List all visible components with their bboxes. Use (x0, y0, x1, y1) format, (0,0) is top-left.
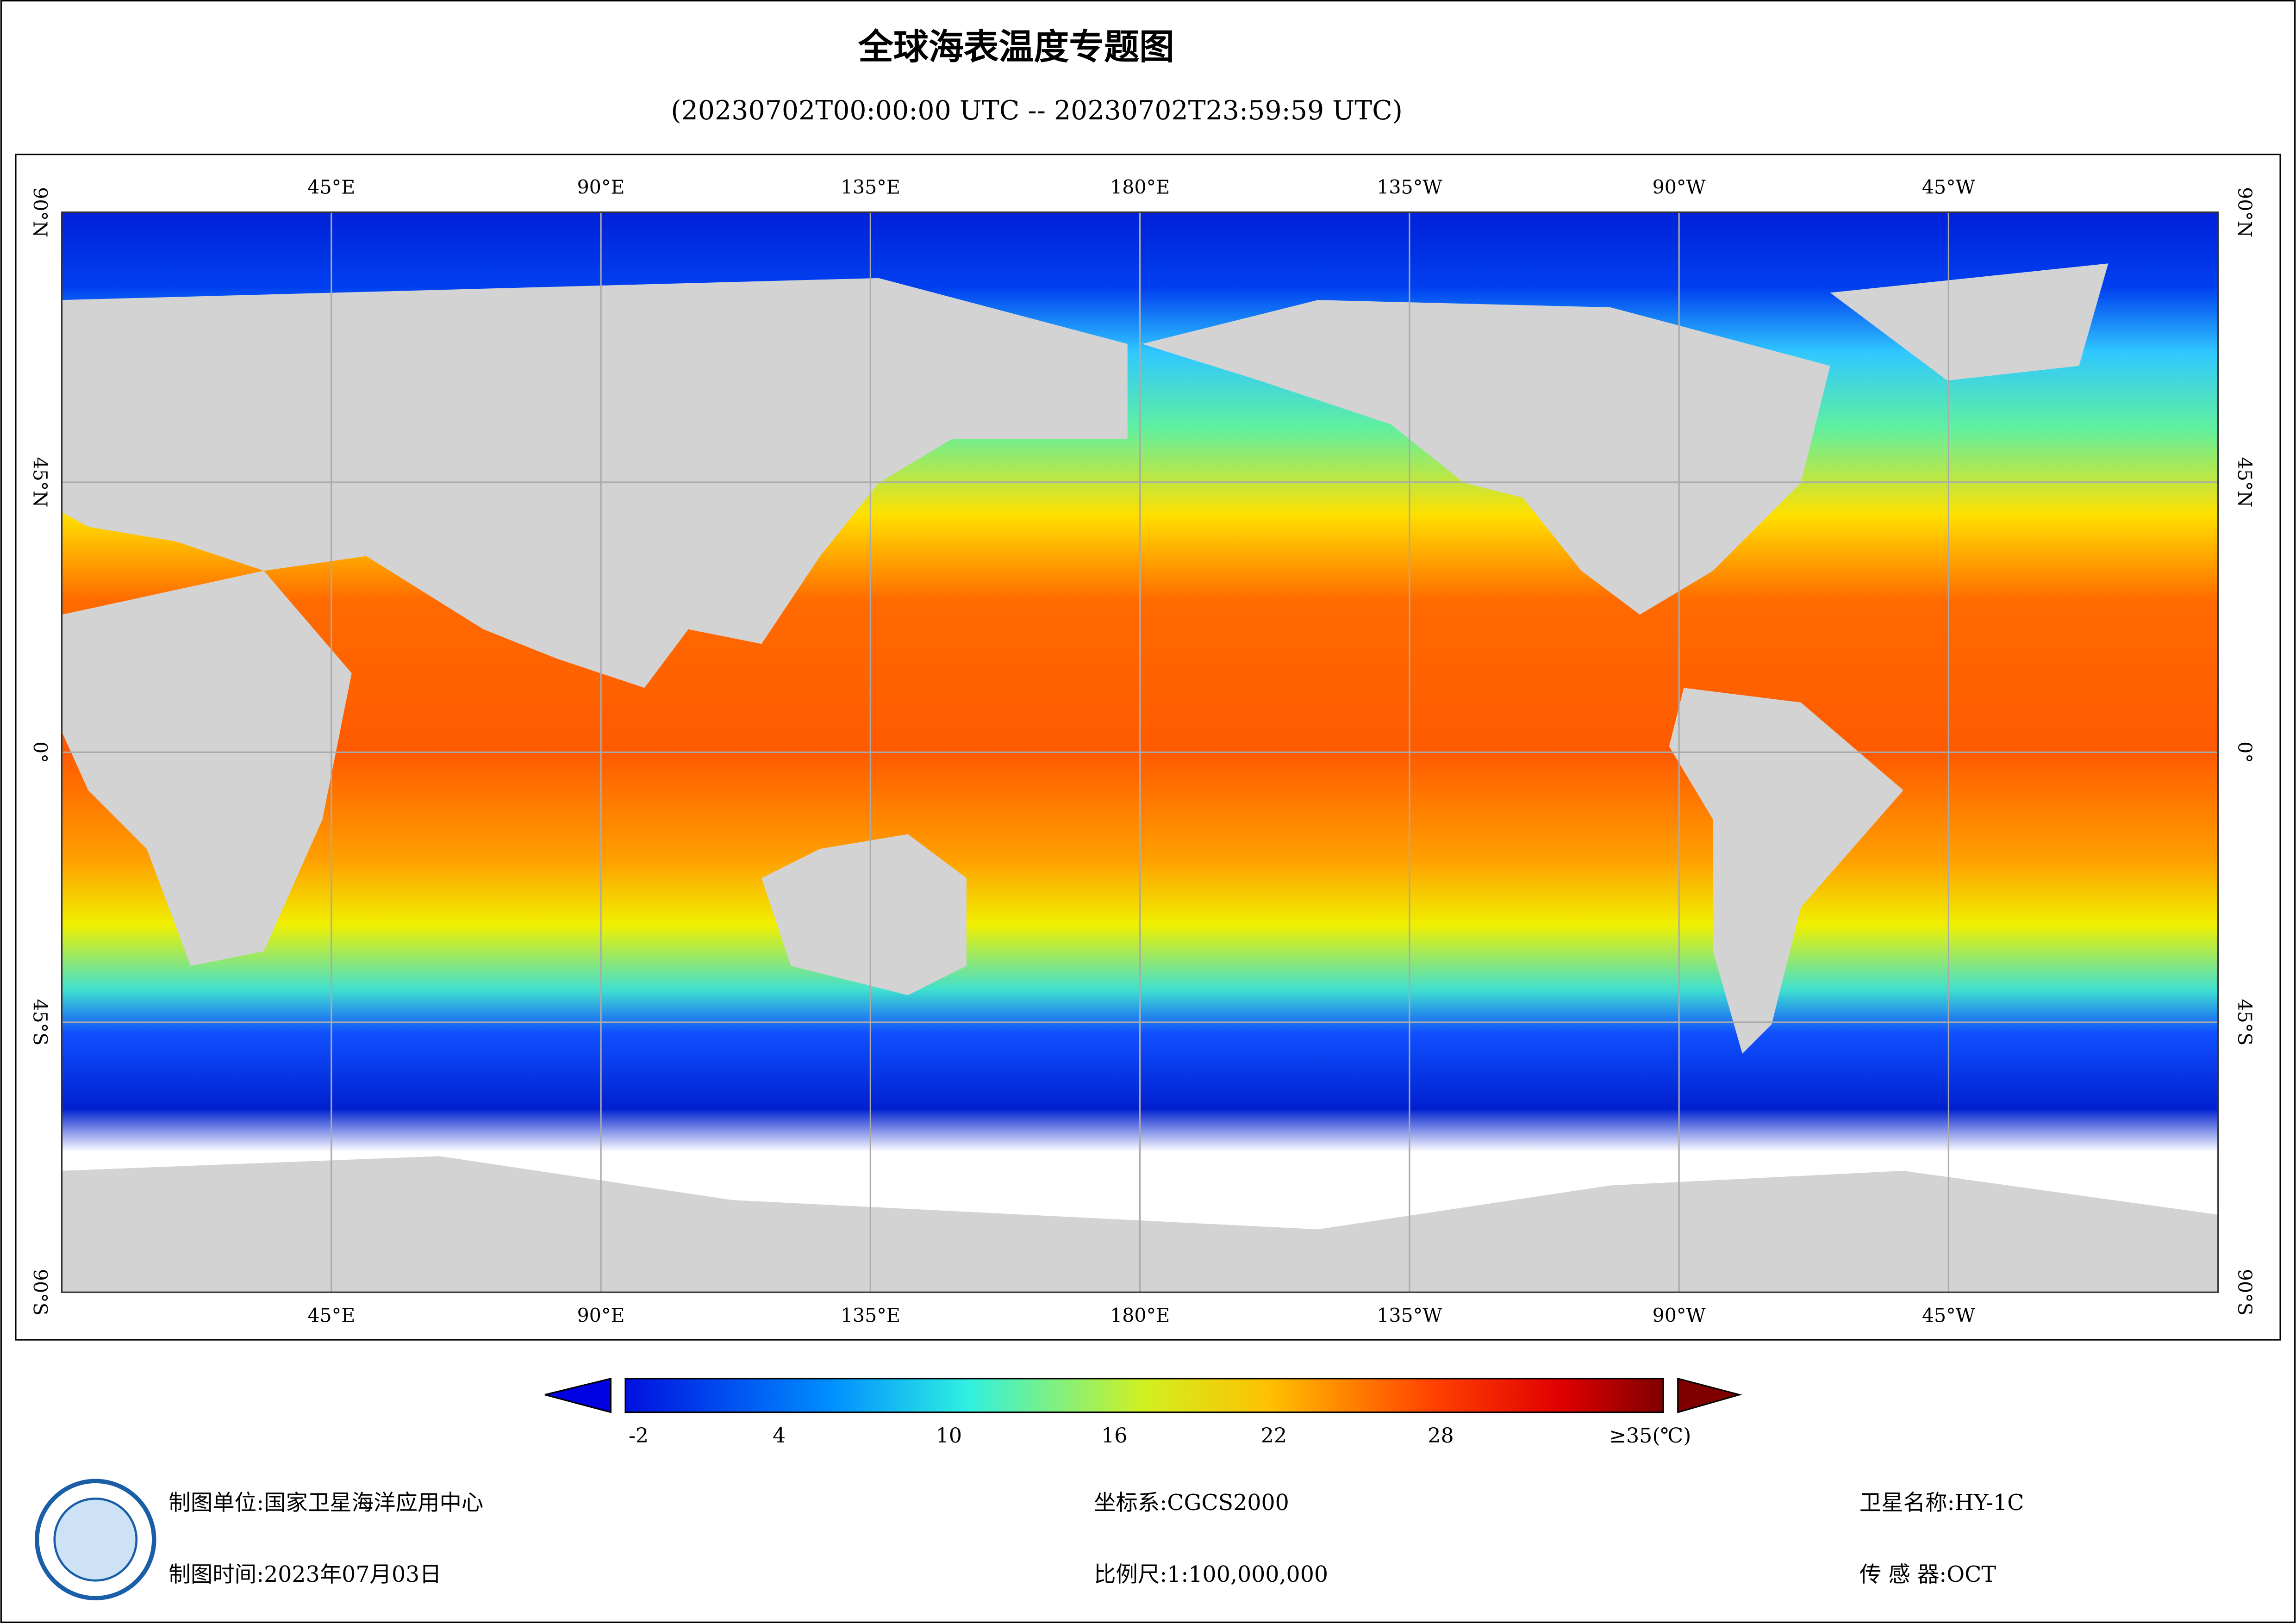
colorbar-high-arrow (1677, 1377, 1742, 1413)
footer-crs: 坐标系:CGCS2000 (1094, 1490, 1289, 1516)
colorbar-label: 10 (936, 1424, 962, 1448)
colorbar-label: -2 (629, 1424, 649, 1448)
logo-inner (53, 1497, 138, 1582)
lon-label-top: 180°E (1110, 176, 1170, 198)
lat-label-right: 45°S (2234, 999, 2256, 1045)
lon-label-top: 90°W (1653, 176, 1706, 198)
colorbar-label: 22 (1261, 1424, 1287, 1448)
lat-label-left: 90°N (29, 187, 51, 237)
lon-label-top: 135°W (1377, 176, 1442, 198)
map (61, 211, 2219, 1293)
lat-label-left: 45°S (29, 999, 51, 1045)
colorbar: -2 4 10 16 22 28 ≥35(℃) (544, 1377, 1742, 1448)
footer: 制图单位:国家卫星海洋应用中心 制图时间:2023年07月03日 坐标系:CGC… (35, 1479, 2024, 1600)
subtitle: (20230702T00:00:00 UTC -- 20230702T23:59… (671, 95, 1402, 126)
lon-label-top: 45°E (307, 176, 355, 198)
lon-label-top: 90°E (577, 176, 625, 198)
lon-label-bottom: 135°W (1377, 1305, 1442, 1327)
lat-label-right: 90°N (2234, 187, 2256, 237)
lon-label-bottom: 135°E (841, 1305, 900, 1327)
lat-label-left: 90°S (29, 1269, 51, 1316)
graticule (62, 212, 2218, 1293)
colorbar-label: 4 (773, 1424, 786, 1448)
map-border (61, 211, 2219, 1293)
lon-label-top: 45°W (1922, 176, 1976, 198)
colorbar-label: ≥35(℃) (1609, 1424, 1691, 1448)
lon-label-bottom: 45°W (1922, 1305, 1976, 1327)
lon-label-top: 135°E (841, 176, 900, 198)
footer-scale: 比例尺:1:100,000,000 (1094, 1562, 1328, 1587)
footer-time: 制图时间:2023年07月03日 (168, 1562, 441, 1587)
lat-label-right: 90°S (2234, 1269, 2256, 1316)
lon-label-bottom: 90°W (1653, 1305, 1706, 1327)
colorbar-bar (624, 1378, 1664, 1413)
colorbar-low-arrow (544, 1377, 612, 1413)
lat-label-left: 0° (29, 741, 51, 763)
footer-satellite: 卫星名称:HY-1C (1859, 1490, 2024, 1516)
title: 全球海表温度专题图 (858, 26, 1174, 68)
footer-unit: 制图单位:国家卫星海洋应用中心 (168, 1490, 483, 1516)
lon-label-bottom: 45°E (307, 1305, 355, 1327)
colorbar-label: 16 (1101, 1424, 1127, 1448)
lat-label-right: 0° (2234, 741, 2256, 763)
coordinate-labels: 45°E 45°E 90°E 90°E 135°E 135°E 180°E 180°E 135°… (29, 176, 2255, 1326)
map-frame (15, 154, 2281, 1341)
lon-label-bottom: 90°E (577, 1305, 625, 1327)
lat-label-left: 45°N (29, 457, 51, 508)
footer-sensor: 传 感 器:OCT (1859, 1562, 1997, 1587)
lon-label-bottom: 180°E (1110, 1305, 1170, 1327)
colorbar-label: 28 (1428, 1424, 1454, 1448)
lat-label-right: 45°N (2234, 457, 2256, 508)
